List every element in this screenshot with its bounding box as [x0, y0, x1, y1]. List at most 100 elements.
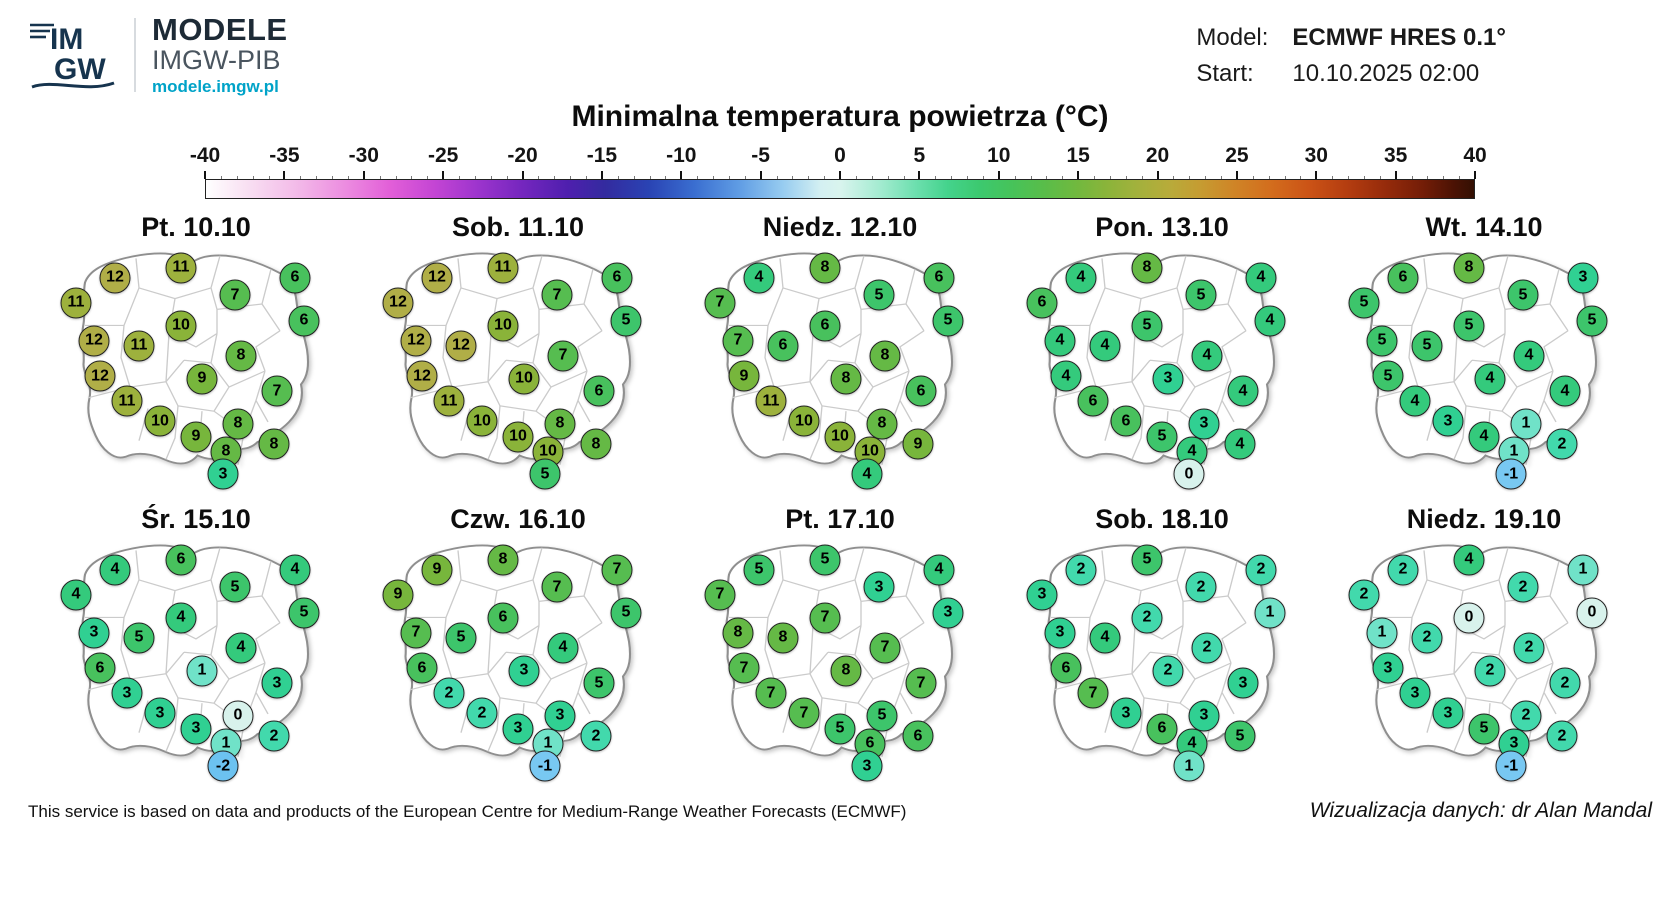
temperature-value-bubble: 2 — [1411, 622, 1443, 654]
temperature-value-bubble: 7 — [722, 325, 754, 357]
colorbar-minor-tick — [538, 176, 540, 179]
temperature-value-bubble: 4 — [1245, 262, 1277, 294]
temperature-value-bubble: 3 — [1110, 697, 1142, 729]
temperature-value-bubble: 10 — [466, 405, 498, 437]
temperature-value-bubble: 11 — [755, 385, 787, 417]
temperature-value-bubble: 5 — [863, 279, 895, 311]
temperature-value-bubble: 7 — [704, 579, 736, 611]
colorbar-minor-tick — [1379, 176, 1381, 179]
brand-url-link[interactable]: modele.imgw.pl — [152, 76, 279, 96]
temperature-value-bubble: 0 — [1453, 602, 1485, 634]
temperature-value-bubble: 12 — [406, 360, 438, 392]
temperature-value-bubble: 5 — [123, 622, 155, 654]
colorbar-minor-tick — [1014, 176, 1016, 179]
temperature-value-bubble: 3 — [1188, 700, 1220, 732]
temperature-value-bubble: 5 — [1366, 325, 1398, 357]
temperature-value-bubble: 9 — [186, 363, 218, 395]
temperature-value-bubble: 9 — [180, 421, 212, 453]
temperature-value-bubble: 7 — [905, 667, 937, 699]
temperature-value-bubble: 6 — [165, 544, 197, 576]
colorbar-tick-label: 35 — [1383, 144, 1408, 167]
temperature-value-bubble: 5 — [1185, 279, 1217, 311]
temperature-value-bubble: 12 — [400, 325, 432, 357]
temperature-value-bubble: 2 — [433, 677, 465, 709]
temperature-value-bubble: 2 — [1387, 554, 1419, 586]
temperature-value-bubble: 8 — [866, 408, 898, 440]
colorbar-minor-tick — [411, 176, 413, 179]
temperature-value-bubble: 7 — [601, 554, 633, 586]
brand-text: MODELE IMGW-PIB modele.imgw.pl — [152, 14, 288, 97]
temperature-value-bubble: 6 — [1110, 405, 1142, 437]
temperature-value-bubble: 6 — [1077, 385, 1109, 417]
temperature-value-bubble: 5 — [743, 554, 775, 586]
temperature-value-bubble: 12 — [421, 262, 453, 294]
temperature-value-bubble: -1 — [529, 750, 561, 782]
temperature-value-bubble: 4 — [279, 554, 311, 586]
forecast-panel-day-7: Czw. 16.10 9 8 7 7 9 6 5 7 5 4 6 3 5 2 2 3 3 1 2 -1 — [357, 501, 679, 789]
temperature-value-bubble: 3 — [1399, 677, 1431, 709]
model-value: ECMWF HRES 0.1° — [1292, 24, 1506, 51]
colorbar-minor-tick — [1030, 176, 1032, 179]
temperature-value-bubble: 6 — [406, 652, 438, 684]
colorbar-minor-tick — [1348, 176, 1349, 179]
colorbar-labels: -40 -35 -30 -25 -20 -15 -10 -5 0 5 10 15 20 25 30 35 40 — [190, 144, 1487, 171]
colorbar-major-tick — [759, 171, 762, 179]
temperature-value-bubble: 7 — [869, 632, 901, 664]
colorbar-major-tick — [1394, 171, 1397, 179]
temperature-value-bubble: 5 — [1507, 279, 1539, 311]
temperature-value-bubble: 4 — [1468, 421, 1500, 453]
colorbar-minor-tick — [1411, 176, 1413, 179]
colorbar-minor-tick — [554, 176, 556, 179]
colorbar-minor-tick — [427, 176, 429, 179]
temperature-value-bubble: 7 — [541, 571, 573, 603]
brand-title: MODELE — [152, 12, 288, 47]
temperature-value-bubble: 4 — [1191, 340, 1223, 372]
panel-day-title: Pt. 10.10 — [141, 212, 251, 242]
logo-text-gw: GW — [54, 53, 106, 86]
colorbar-tick-label: -15 — [586, 144, 618, 167]
colorbar-tick-label: 10 — [987, 144, 1011, 167]
colorbar-major-tick — [1077, 171, 1080, 179]
temperature-value-bubble: 2 — [1507, 571, 1539, 603]
forecast-panel-day-5: Wt. 14.10 6 8 5 3 5 5 5 5 5 4 5 4 4 4 3 4 1 1 2 -1 — [1323, 209, 1645, 497]
temperature-value-bubble: 3 — [180, 713, 212, 745]
temperature-value-bubble: 5 — [1131, 310, 1163, 342]
poland-map: 6 8 5 3 5 5 5 5 5 4 5 4 4 4 3 4 1 1 2 -1 — [1334, 245, 1634, 497]
temperature-value-bubble: 4 — [1089, 330, 1121, 362]
temperature-value-bubble: 3 — [1372, 652, 1404, 684]
forecast-panel-day-1: Pt. 10.10 12 11 7 6 11 10 6 12 11 8 12 9 7 11 10 9 8 8 8 3 — [35, 209, 357, 497]
colorbar-major-tick — [918, 171, 921, 179]
colorbar-minor-tick — [1300, 176, 1302, 179]
colorbar-minor-tick — [300, 176, 302, 179]
temperature-value-bubble: 5 — [445, 622, 477, 654]
temperature-value-bubble: 2 — [1513, 632, 1545, 664]
colorbar-major-tick — [997, 171, 1000, 179]
colorbar-minor-tick — [855, 176, 857, 179]
temperature-value-bubble: 0 — [1576, 597, 1608, 629]
poland-map: 12 11 7 6 11 10 6 12 11 8 12 9 7 11 10 9 8 8 8 3 — [46, 245, 346, 497]
colorbar-tick-label: 0 — [834, 144, 846, 167]
temperature-value-bubble: 5 — [866, 700, 898, 732]
panel-day-title: Sob. 11.10 — [451, 212, 585, 242]
colorbar-tick-label: 30 — [1304, 144, 1328, 167]
forecast-maps-grid: Pt. 10.10 12 11 7 6 11 10 6 12 11 8 12 9 7 11 10 9 8 8 8 3 So… — [0, 209, 1680, 789]
forecast-panel-day-10: Niedz. 19.10 2 4 2 1 2 0 0 1 2 2 3 2 2 3 3 5 2 3 2 -1 — [1323, 501, 1645, 789]
model-info: Model: ECMWF HRES 0.1° Start: 10.10.2025… — [1196, 24, 1506, 88]
temperature-value-bubble: 8 — [1453, 252, 1485, 284]
temperature-value-bubble: 4 — [851, 458, 883, 490]
temperature-value-bubble: 2 — [466, 697, 498, 729]
colorbar-minor-tick — [459, 176, 460, 179]
colorbar-minor-tick — [474, 176, 476, 179]
temperature-value-bubble: 8 — [1131, 252, 1163, 284]
colorbar-minor-tick — [506, 176, 508, 179]
page-footer: This service is based on data and produc… — [0, 789, 1680, 823]
temperature-value-bubble: 3 — [144, 697, 176, 729]
temperature-value-bubble: 12 — [382, 287, 414, 319]
colorbar-minor-tick — [887, 176, 889, 179]
temperature-value-bubble: 3 — [111, 677, 143, 709]
temperature-value-bubble: 4 — [1227, 375, 1259, 407]
temperature-value-bubble: 12 — [78, 325, 110, 357]
colorbar-minor-tick — [951, 176, 953, 179]
